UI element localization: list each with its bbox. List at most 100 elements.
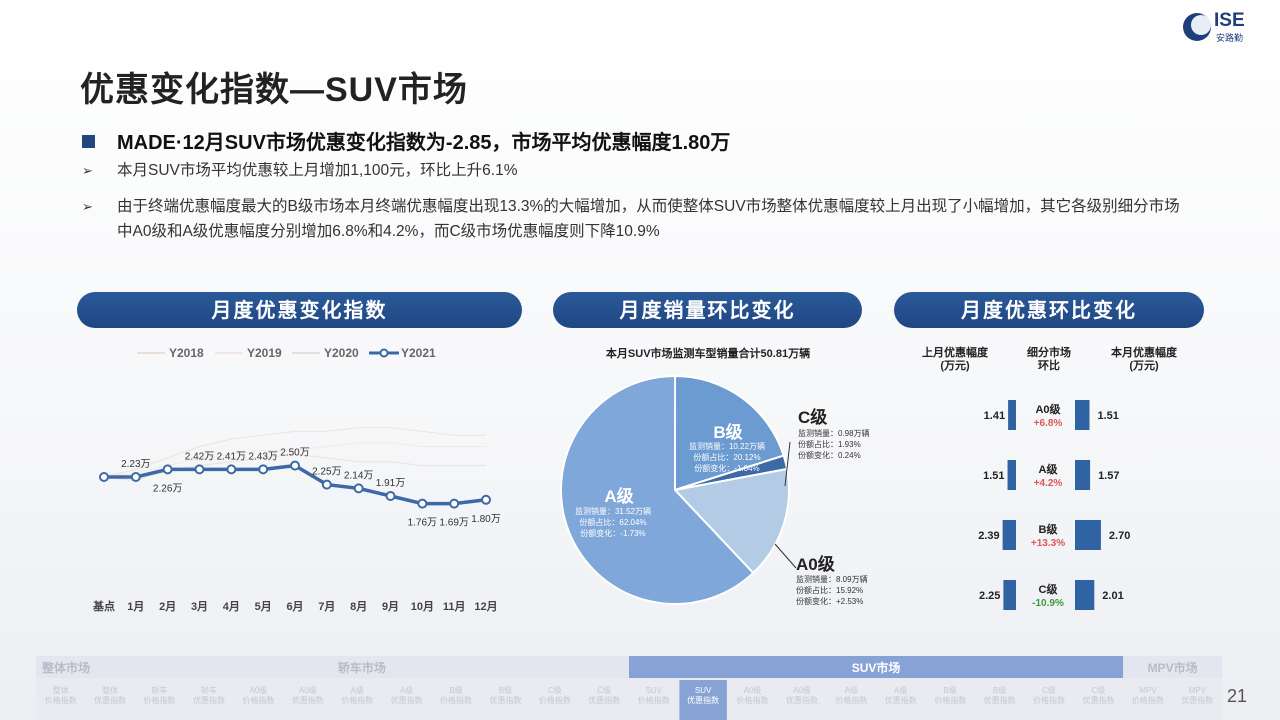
nav-item-bg[interactable] [382, 680, 431, 720]
x-tick-label: 11月 [443, 600, 466, 613]
nav-item-line2[interactable]: 优惠指数 [786, 695, 818, 705]
nav-item-bg[interactable] [481, 680, 530, 720]
nav-item-line1[interactable]: MPV [1189, 686, 1207, 695]
nav-item-bg[interactable] [778, 680, 826, 720]
nav-item-bg[interactable] [432, 680, 480, 720]
nav-group-label[interactable]: 轿车市场 [338, 660, 386, 675]
nav-item-line2[interactable]: 价格指数 [242, 695, 274, 705]
square-bullet-icon [82, 135, 95, 148]
nav-item-line2[interactable]: 价格指数 [440, 695, 472, 705]
slice-detail: 份额占比：1.93% [798, 439, 861, 449]
nav-item-bg[interactable] [1124, 680, 1172, 720]
nav-item-line2[interactable]: 价格指数 [737, 695, 769, 705]
x-tick-label: 基点 [92, 599, 115, 613]
nav-item-line2[interactable]: 优惠指数 [687, 695, 719, 705]
nav-item-bg[interactable] [86, 680, 134, 720]
nav-item-bg[interactable] [284, 680, 332, 720]
nav-item-line2[interactable]: 价格指数 [341, 695, 373, 705]
nav-item-line1[interactable]: SUV [695, 686, 712, 695]
section-sales-header: 月度销量环比变化 [553, 292, 862, 328]
bullet-2-text: 由于终端优惠幅度最大的B级市场本月终端优惠幅度出现13.3%的大幅增加，从而使整… [117, 198, 1180, 240]
nav-item-bg[interactable] [531, 680, 579, 720]
data-label: 2.14万 [344, 470, 373, 481]
prev-value: 2.39 [978, 530, 999, 542]
nav-item-line1[interactable]: A0级 [744, 685, 762, 695]
nav-item-line2[interactable]: 价格指数 [638, 695, 670, 705]
nav-item-bg[interactable] [926, 680, 974, 720]
segment-label: C级 [1039, 582, 1059, 596]
nav-item-line2[interactable]: 价格指数 [1033, 695, 1065, 705]
slice-detail: 监测销量：31.52万辆 [575, 506, 651, 516]
nav-item-line1[interactable]: A级 [400, 685, 413, 695]
nav-item-bg[interactable] [877, 680, 925, 720]
nav-group-label[interactable]: SUV市场 [852, 660, 901, 675]
curr-bar [1075, 400, 1090, 430]
nav-item-line1[interactable]: A级 [845, 685, 858, 695]
nav-item-line1[interactable]: A级 [894, 685, 907, 695]
nav-item-line2[interactable]: 价格指数 [835, 695, 867, 705]
prev-value: 1.51 [983, 470, 1004, 482]
nav-item-line1[interactable]: B级 [944, 685, 957, 695]
nav-item-line2[interactable]: 价格指数 [1132, 695, 1164, 705]
nav-item-line1[interactable]: 轿车 [201, 685, 217, 695]
nav-item-line2[interactable]: 价格指数 [45, 695, 77, 705]
nav-item-bg[interactable] [333, 680, 381, 720]
nav-item-line2[interactable]: 优惠指数 [193, 695, 225, 705]
nav-group-bg [1123, 656, 1222, 678]
nav-item-line1[interactable]: A0级 [249, 685, 267, 695]
nav-item-line1[interactable]: 整体 [53, 685, 69, 695]
nav-item-line2[interactable]: 优惠指数 [588, 695, 620, 705]
nav-item-line2[interactable]: 优惠指数 [292, 695, 324, 705]
nav-item-bg[interactable] [37, 680, 85, 720]
nav-item-line1[interactable]: C级 [548, 685, 562, 695]
column-header: (万元) [940, 359, 970, 372]
nav-group-label[interactable]: 整体市场 [41, 660, 90, 675]
nav-item-line2[interactable]: 价格指数 [144, 695, 176, 705]
nav-item-bg[interactable] [679, 680, 727, 720]
nav-item-bg[interactable] [827, 680, 876, 720]
nav-item-line1[interactable]: A0级 [793, 685, 811, 695]
x-tick-label: 2月 [159, 600, 176, 613]
nav-item-bg[interactable] [185, 680, 233, 720]
nav-group-label[interactable]: MPV市场 [1148, 660, 1198, 675]
data-label: 2.50万 [280, 448, 309, 459]
nav-item-line2[interactable]: 优惠指数 [1082, 695, 1114, 705]
nav-item-line2[interactable]: 优惠指数 [391, 695, 423, 705]
nav-item-bg[interactable] [1074, 680, 1123, 720]
nav-item-line1[interactable]: 整体 [102, 685, 118, 695]
headline: MADE·12月SUV市场优惠变化指数为-2.85，市场平均优惠幅度1.80万 [82, 126, 730, 155]
nav-item-line2[interactable]: 优惠指数 [1181, 695, 1213, 705]
nav-item-bg[interactable] [135, 680, 184, 720]
nav-item-bg[interactable] [234, 680, 283, 720]
nav-item-line2[interactable]: 优惠指数 [94, 695, 126, 705]
nav-item-line1[interactable]: 轿车 [152, 685, 168, 695]
nav-item-line1[interactable]: A0级 [299, 685, 317, 695]
nav-item-line1[interactable]: MPV [1139, 686, 1157, 695]
slice-label: A0级 [796, 554, 835, 574]
nav-item-bg[interactable] [580, 680, 628, 720]
nav-item-line1[interactable]: C级 [1042, 685, 1056, 695]
nav-item-line2[interactable]: 优惠指数 [489, 695, 521, 705]
nav-item-bg[interactable] [630, 680, 678, 720]
slice-detail: 份额占比：15.92% [796, 585, 863, 595]
nav-item-bg[interactable] [728, 680, 777, 720]
pie-slice [674, 374, 785, 492]
nav-item-line1[interactable]: B级 [449, 685, 462, 695]
nav-item-bg[interactable] [1173, 680, 1221, 720]
nav-item-line1[interactable]: C级 [1092, 685, 1106, 695]
slice-detail: 份额变化：-1.73% [580, 528, 645, 538]
nav-item-line2[interactable]: 价格指数 [539, 695, 571, 705]
nav-item-line1[interactable]: B级 [993, 685, 1006, 695]
nav-item-line1[interactable]: B级 [499, 685, 512, 695]
nav-item-line2[interactable]: 优惠指数 [984, 695, 1016, 705]
nav-item-line1[interactable]: SUV [645, 686, 662, 695]
nav-item-line2[interactable]: 价格指数 [934, 695, 966, 705]
nav-item-line1[interactable]: C级 [597, 685, 611, 695]
nav-item-line2[interactable]: 优惠指数 [885, 695, 917, 705]
section-discount-header: 月度优惠环比变化 [894, 292, 1204, 328]
legend-label-Y2021: Y2021 [401, 346, 436, 360]
slice-detail: 份额占比：62.04% [579, 517, 646, 527]
nav-item-line1[interactable]: A级 [351, 685, 364, 695]
nav-item-bg[interactable] [1025, 680, 1073, 720]
nav-item-bg[interactable] [975, 680, 1024, 720]
